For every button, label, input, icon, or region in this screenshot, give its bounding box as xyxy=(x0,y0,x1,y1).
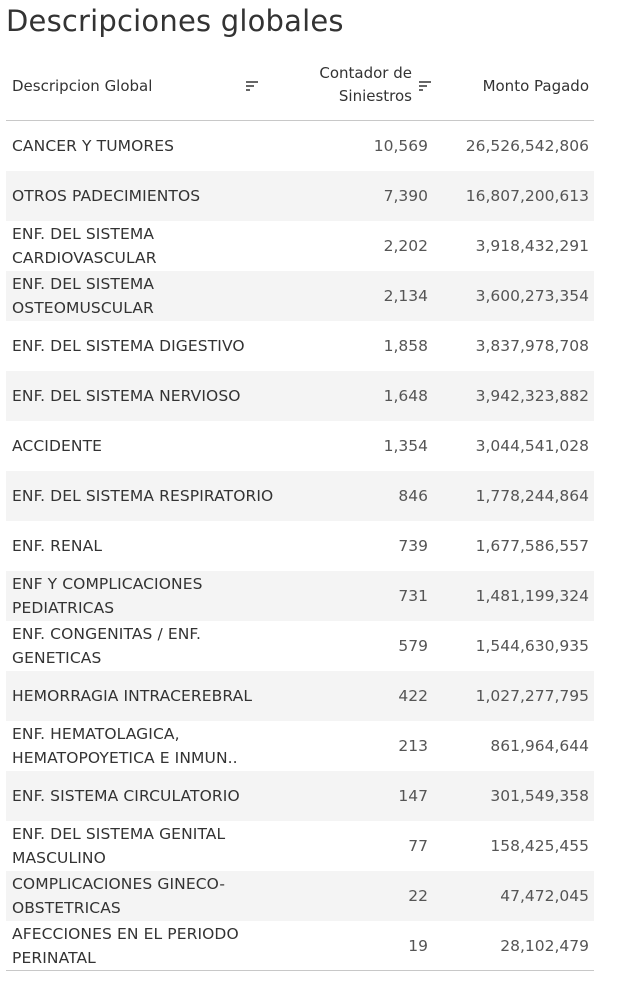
sort-descending-icon[interactable] xyxy=(246,81,258,91)
table-row[interactable]: OTROS PADECIMIENTOS 7,390 16,807,200,613 xyxy=(6,171,594,221)
cell-contador: 7,390 xyxy=(383,187,428,205)
cell-descripcion: ENF Y COMPLICACIONES PEDIATRICAS xyxy=(12,575,203,617)
cell-monto: 3,600,273,354 xyxy=(475,287,589,305)
cell-monto: 1,677,586,557 xyxy=(475,537,589,555)
table-row[interactable]: ENF. HEMATOLAGICA, HEMATOPOYETICA E INMU… xyxy=(6,721,594,771)
table-row[interactable]: ENF. DEL SISTEMA DIGESTIVO 1,858 3,837,9… xyxy=(6,321,594,371)
table-row[interactable]: ENF. DEL SISTEMA GENITAL MASCULINO 77 15… xyxy=(6,821,594,871)
table-row[interactable]: ACCIDENTE 1,354 3,044,541,028 xyxy=(6,421,594,471)
cell-descripcion: ACCIDENTE xyxy=(12,437,103,455)
cell-contador: 213 xyxy=(398,737,428,755)
cell-descripcion: ENF. DEL SISTEMA RESPIRATORIO xyxy=(12,487,274,505)
cell-monto: 3,942,323,882 xyxy=(475,387,589,405)
cell-monto: 1,027,277,795 xyxy=(475,687,589,705)
cell-descripcion: ENF. DEL SISTEMA OSTEOMUSCULAR xyxy=(12,275,155,317)
cell-contador: 1,648 xyxy=(383,387,428,405)
cell-monto: 3,044,541,028 xyxy=(475,437,589,455)
table-row[interactable]: ENF. DEL SISTEMA CARDIOVASCULAR 2,202 3,… xyxy=(6,221,594,271)
table-row[interactable]: HEMORRAGIA INTRACEREBRAL 422 1,027,277,7… xyxy=(6,671,594,721)
table-row[interactable]: CANCER Y TUMORES 10,569 26,526,542,806 xyxy=(6,121,594,171)
column-header-monto[interactable]: Monto Pagado xyxy=(482,77,589,95)
column-header-contador[interactable]: Contador de Siniestros xyxy=(319,64,412,105)
cell-contador: 2,134 xyxy=(383,287,428,305)
cell-monto: 3,837,978,708 xyxy=(475,337,589,355)
cell-contador: 19 xyxy=(408,937,428,955)
table-row[interactable]: ENF. SISTEMA CIRCULATORIO 147 301,549,35… xyxy=(6,771,594,821)
cell-monto: 861,964,644 xyxy=(490,737,589,755)
cell-contador: 739 xyxy=(398,537,428,555)
cell-contador: 147 xyxy=(398,787,428,805)
cell-descripcion: ENF. DEL SISTEMA NERVIOSO xyxy=(12,387,241,405)
cell-descripcion: ENF. DEL SISTEMA GENITAL MASCULINO xyxy=(12,825,226,867)
cell-descripcion: HEMORRAGIA INTRACEREBRAL xyxy=(12,687,253,705)
table-row[interactable]: ENF. DEL SISTEMA NERVIOSO 1,648 3,942,32… xyxy=(6,371,594,421)
table-row[interactable]: ENF. DEL SISTEMA OSTEOMUSCULAR 2,134 3,6… xyxy=(6,271,594,321)
cell-contador: 77 xyxy=(408,837,428,855)
cell-monto: 3,918,432,291 xyxy=(475,237,589,255)
cell-monto: 158,425,455 xyxy=(490,837,589,855)
cell-contador: 846 xyxy=(398,487,428,505)
cell-descripcion: COMPLICACIONES GINECO-OBSTETRICAS xyxy=(12,875,226,917)
cell-contador: 422 xyxy=(398,687,428,705)
data-table: CANCER Y TUMORES 10,569 26,526,542,806 O… xyxy=(6,121,594,971)
cell-descripcion: ENF. CONGENITAS / ENF. GENETICAS xyxy=(12,625,201,667)
cell-contador: 10,569 xyxy=(373,137,428,155)
cell-monto: 1,544,630,935 xyxy=(475,637,589,655)
cell-monto: 1,481,199,324 xyxy=(475,587,589,605)
table-bottom-divider xyxy=(6,970,594,971)
cell-monto: 16,807,200,613 xyxy=(465,187,589,205)
cell-descripcion: ENF. DEL SISTEMA DIGESTIVO xyxy=(12,337,245,355)
table-row[interactable]: AFECCIONES EN EL PERIODO PERINATAL 19 28… xyxy=(6,921,594,971)
sort-descending-icon[interactable] xyxy=(419,81,431,91)
cell-monto: 1,778,244,864 xyxy=(475,487,589,505)
cell-contador: 731 xyxy=(398,587,428,605)
cell-descripcion: CANCER Y TUMORES xyxy=(12,137,175,155)
cell-monto: 301,549,358 xyxy=(490,787,589,805)
cell-monto: 47,472,045 xyxy=(500,887,589,905)
table-row[interactable]: ENF Y COMPLICACIONES PEDIATRICAS 731 1,4… xyxy=(6,571,594,621)
table-row[interactable]: ENF. DEL SISTEMA RESPIRATORIO 846 1,778,… xyxy=(6,471,594,521)
column-header-descripcion[interactable]: Descripcion Global xyxy=(12,77,153,95)
table-header: Descripcion Global Contador de Siniestro… xyxy=(6,58,594,121)
table-row[interactable]: COMPLICACIONES GINECO-OBSTETRICAS 22 47,… xyxy=(6,871,594,921)
cell-contador: 22 xyxy=(408,887,428,905)
table-row[interactable]: ENF. RENAL 739 1,677,586,557 xyxy=(6,521,594,571)
cell-descripcion: ENF. RENAL xyxy=(12,537,103,555)
cell-descripcion: OTROS PADECIMIENTOS xyxy=(12,187,201,205)
cell-descripcion: ENF. DEL SISTEMA CARDIOVASCULAR xyxy=(12,225,157,267)
cell-descripcion: ENF. HEMATOLAGICA, HEMATOPOYETICA E INMU… xyxy=(12,725,238,767)
cell-descripcion: AFECCIONES EN EL PERIODO PERINATAL xyxy=(12,925,239,967)
cell-descripcion: ENF. SISTEMA CIRCULATORIO xyxy=(12,787,240,805)
cell-monto: 28,102,479 xyxy=(500,937,589,955)
table-row[interactable]: ENF. CONGENITAS / ENF. GENETICAS 579 1,5… xyxy=(6,621,594,671)
cell-contador: 1,858 xyxy=(383,337,428,355)
cell-monto: 26,526,542,806 xyxy=(465,137,589,155)
page-title: Descripciones globales xyxy=(6,4,344,38)
cell-contador: 2,202 xyxy=(383,237,428,255)
cell-contador: 1,354 xyxy=(383,437,428,455)
cell-contador: 579 xyxy=(398,637,428,655)
